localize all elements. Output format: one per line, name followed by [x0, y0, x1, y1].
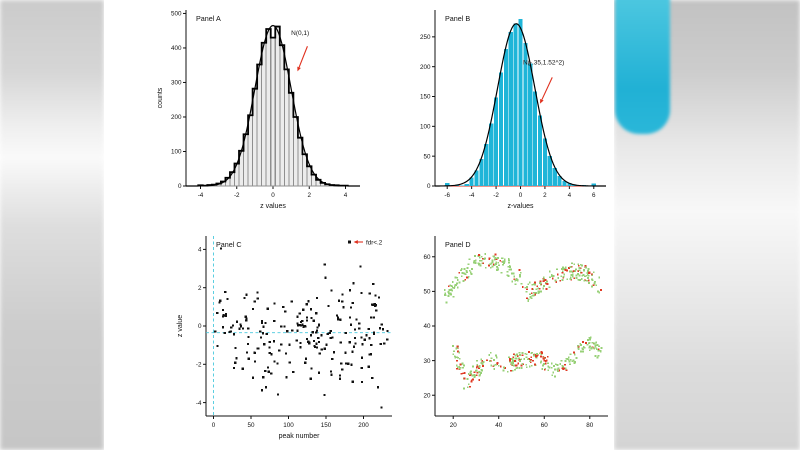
svg-text:150: 150: [321, 422, 332, 429]
svg-text:counts: counts: [157, 87, 164, 108]
svg-text:400: 400: [171, 45, 182, 52]
svg-text:4: 4: [198, 247, 202, 254]
svg-text:0: 0: [271, 192, 275, 199]
svg-text:Panel B: Panel B: [445, 14, 470, 23]
blurred-cyan-histogram-blob: [615, 0, 670, 134]
svg-text:z value: z value: [177, 315, 184, 337]
svg-text:0: 0: [427, 183, 431, 190]
svg-text:40: 40: [423, 323, 431, 330]
svg-text:-4: -4: [469, 192, 475, 199]
svg-text:200: 200: [358, 422, 369, 429]
svg-text:500: 500: [171, 11, 182, 18]
svg-text:z values: z values: [260, 203, 286, 210]
svg-text:6: 6: [592, 192, 596, 199]
svg-text:z-values: z-values: [507, 203, 534, 210]
svg-text:50: 50: [247, 422, 255, 429]
svg-text:peak number: peak number: [279, 433, 321, 440]
svg-text:-4: -4: [196, 400, 202, 407]
svg-text:Panel C: Panel C: [216, 240, 242, 249]
figure-white-canvas: -4 -2 0 2 4 0 100 200 300 400 500 z values counts Pan…: [104, 0, 614, 450]
svg-text:-2: -2: [234, 192, 240, 199]
svg-text:50: 50: [423, 153, 431, 160]
svg-text:250: 250: [420, 34, 431, 41]
svg-text:80: 80: [586, 422, 594, 429]
svg-text:Panel D: Panel D: [445, 240, 471, 249]
svg-text:60: 60: [423, 254, 431, 261]
svg-text:100: 100: [171, 149, 182, 156]
svg-text:0: 0: [198, 323, 202, 330]
svg-text:150: 150: [420, 94, 431, 101]
blurred-backdrop-left: [0, 0, 104, 450]
svg-text:2: 2: [307, 192, 311, 199]
svg-text:100: 100: [420, 124, 431, 131]
svg-text:200: 200: [171, 114, 182, 121]
svg-text:4: 4: [344, 192, 348, 199]
svg-text:-6: -6: [444, 192, 450, 199]
panel-d-cluster-scatterplot: 20 40 60 80 20 30 40 50 60 Panel D: [423, 236, 608, 429]
svg-text:4: 4: [568, 192, 572, 199]
svg-text:50: 50: [423, 289, 431, 296]
svg-text:N(0,1): N(0,1): [291, 30, 309, 37]
svg-text:0: 0: [212, 422, 216, 429]
panel-a-histogram: -4 -2 0 2 4 0 100 200 300 400 500 z values counts Pan…: [157, 10, 360, 210]
svg-text:0: 0: [519, 192, 523, 199]
svg-text:2: 2: [543, 192, 547, 199]
panel-b-histogram: -6 -4 -2 0 2 4 6 0 50 100 150 200 250 z-values Panel B…: [420, 10, 607, 210]
svg-text:2: 2: [198, 285, 202, 292]
svg-text:300: 300: [171, 80, 182, 87]
svg-text:Panel A: Panel A: [196, 14, 221, 23]
svg-text:-4: -4: [198, 192, 204, 199]
panel-c-scatterplot: 0 50 100 150 200 -4 -2 0 2 4 peak number z value Pan…: [177, 236, 392, 440]
svg-text:-2: -2: [493, 192, 499, 199]
svg-text:fdr<.2: fdr<.2: [366, 240, 383, 247]
svg-text:200: 200: [420, 64, 431, 71]
svg-text:40: 40: [495, 422, 503, 429]
svg-text:N(-.35,1.52^2): N(-.35,1.52^2): [523, 59, 564, 66]
svg-text:20: 20: [450, 422, 458, 429]
svg-text:0: 0: [178, 183, 182, 190]
svg-text:100: 100: [283, 422, 294, 429]
svg-text:20: 20: [423, 392, 431, 399]
svg-text:30: 30: [423, 358, 431, 365]
svg-text:-2: -2: [196, 361, 202, 368]
svg-text:60: 60: [541, 422, 549, 429]
